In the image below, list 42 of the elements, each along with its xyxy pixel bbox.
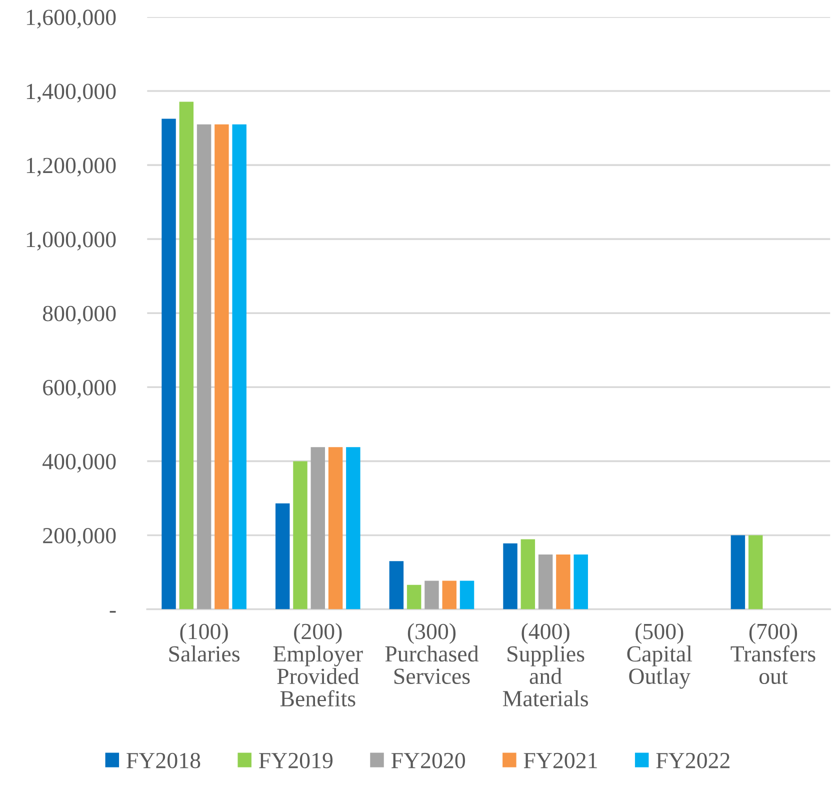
bar xyxy=(293,461,308,610)
x-tick-label: (200) Employer Provided Benefits xyxy=(273,623,363,706)
y-tick-label: 200,000 xyxy=(43,528,116,547)
bar xyxy=(162,118,176,610)
x-tick-label: (100) Salaries xyxy=(169,623,240,662)
bar xyxy=(730,535,746,610)
legend-label: FY2020 xyxy=(391,752,466,768)
bar xyxy=(232,124,246,610)
bar xyxy=(538,554,553,610)
x-tick-label: (400) Supplies and Materials xyxy=(502,623,588,706)
bar xyxy=(196,124,212,610)
y-tick-label: 600,000 xyxy=(43,380,116,399)
legend-label: FY2018 xyxy=(126,752,200,768)
bar xyxy=(556,554,570,610)
y-tick-label: 400,000 xyxy=(42,454,116,473)
y-tick-label: 800,000 xyxy=(42,306,116,325)
y-tick-label: 1,000,000 xyxy=(26,232,116,251)
x-tick-label: (300) Purchased Services xyxy=(385,623,479,684)
bar xyxy=(424,580,439,610)
bar xyxy=(748,535,763,610)
x-tick-label: (700) Transfers out xyxy=(730,623,816,684)
bar xyxy=(520,539,536,610)
bar xyxy=(275,503,290,610)
y-tick-label: 1,200,000 xyxy=(26,158,116,177)
bar xyxy=(328,447,343,610)
legend-label: FY2019 xyxy=(258,752,333,768)
bar xyxy=(310,447,326,610)
legend-label: FY2021 xyxy=(524,752,597,768)
legend-label: FY2022 xyxy=(656,752,730,768)
y-tick-label: 1,600,000 xyxy=(26,10,116,28)
bar xyxy=(574,554,588,610)
bar xyxy=(179,102,194,610)
bar xyxy=(442,580,456,610)
y-tick-label: 1,400,000 xyxy=(26,84,116,102)
bar xyxy=(460,580,474,610)
bar xyxy=(389,561,404,610)
y-tick-label: - xyxy=(110,610,116,613)
x-tick-label: (500) Capital Outlay xyxy=(627,623,692,689)
bar xyxy=(406,584,422,610)
bar xyxy=(346,447,360,610)
bar xyxy=(214,124,229,610)
bar xyxy=(503,543,518,610)
